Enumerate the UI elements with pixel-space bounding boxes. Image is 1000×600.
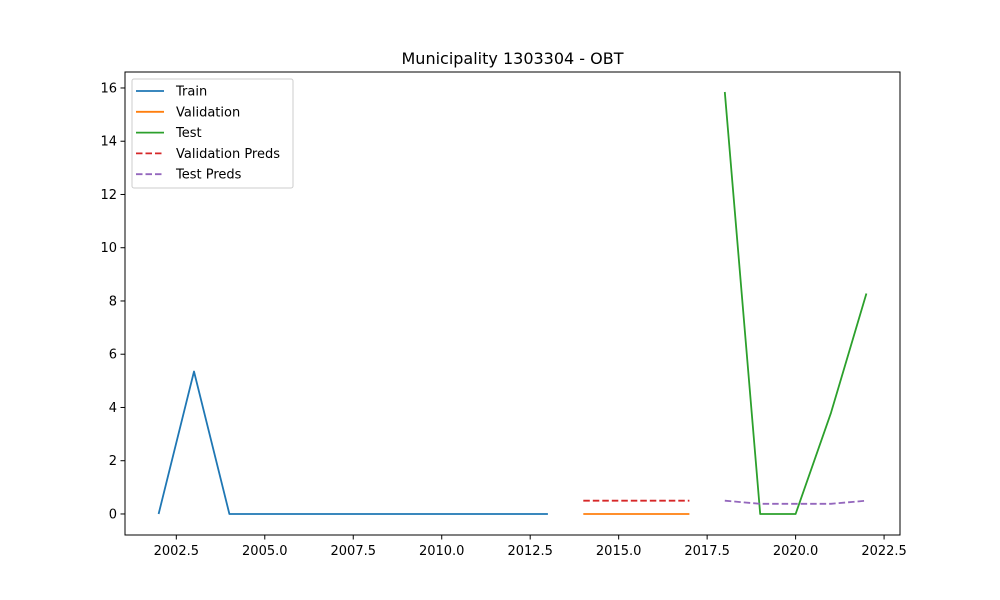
x-tick-label: 2010.0 (419, 544, 465, 559)
legend-label: Train (175, 85, 207, 100)
x-tick-label: 2020.0 (773, 544, 819, 559)
series-line-train (157, 370, 548, 515)
x-tick-label: 2012.5 (507, 544, 553, 559)
x-tick-label: 2015.0 (596, 544, 642, 559)
legend-label: Validation Preds (176, 147, 280, 162)
x-axis: 2002.5 2005.0 2007.5 2010.0 2012.5 2015.0 2017… (154, 535, 907, 559)
y-tick-label: 8 (109, 294, 117, 309)
legend-box (131, 78, 294, 189)
plot-lines (157, 91, 868, 515)
y-tick-label: 0 (109, 507, 117, 522)
y-tick-label: 12 (100, 188, 117, 203)
series-line-test-preds (724, 499, 867, 505)
series-line-test (723, 91, 868, 515)
x-tick-label: 2022.5 (861, 544, 907, 559)
x-tick-label: 2017.5 (684, 544, 730, 559)
legend: Train Validation Test Validation Preds Test … (131, 78, 294, 189)
axes-frame (124, 71, 901, 536)
y-tick-label: 16 (100, 81, 117, 96)
legend-label: Validation (176, 105, 240, 120)
y-tick-label: 2 (109, 454, 117, 469)
y-tick-label: 10 (100, 241, 117, 256)
legend-label: Test Preds (175, 168, 242, 183)
legend-label: Test (175, 126, 202, 141)
y-tick-label: 6 (109, 348, 117, 363)
chart-title: Municipality 1303304 - OBT (402, 49, 624, 68)
y-tick-label: 14 (100, 135, 117, 150)
y-axis: 0 2 4 6 8 10 12 14 16 (100, 81, 125, 522)
x-tick-label: 2002.5 (154, 544, 200, 559)
x-tick-label: 2005.0 (242, 544, 288, 559)
x-tick-label: 2007.5 (331, 544, 377, 559)
y-tick-label: 4 (109, 401, 117, 416)
